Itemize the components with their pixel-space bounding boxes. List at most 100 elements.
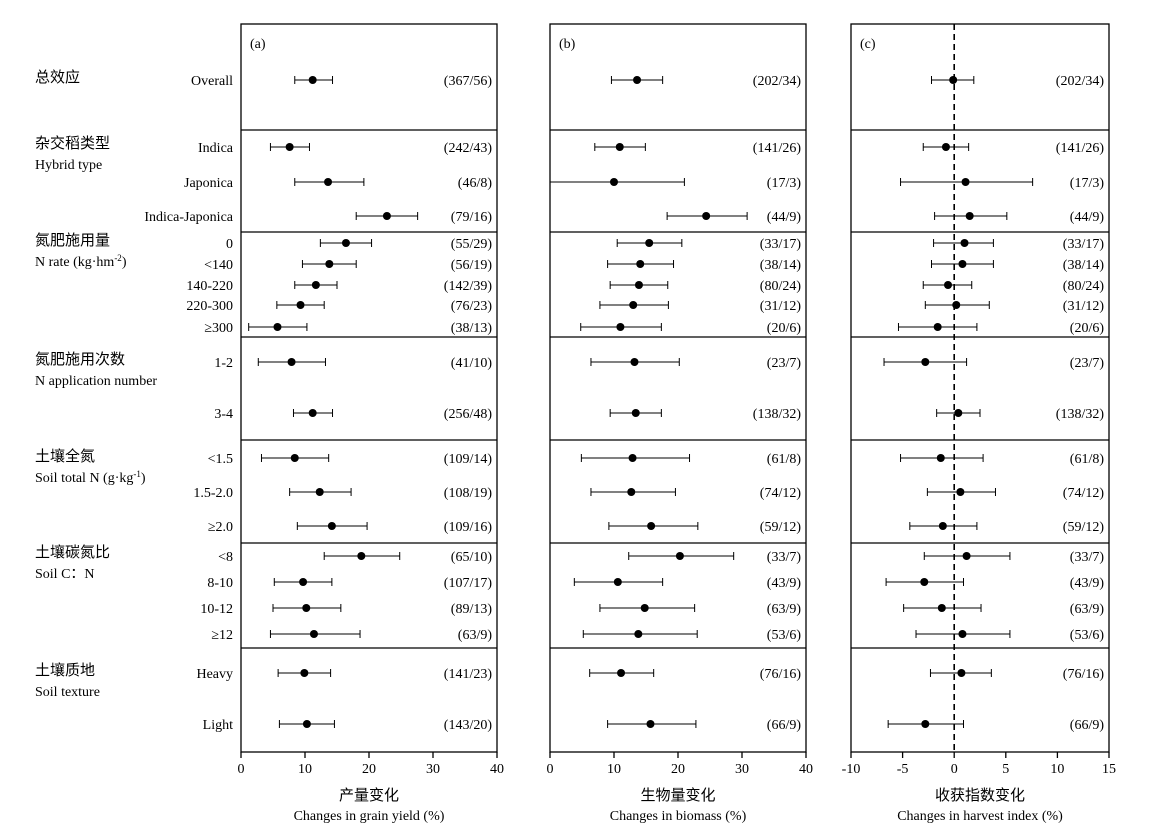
effect-point: [273, 323, 282, 331]
effect-point: [615, 143, 624, 151]
x-axis-title-cn: 生物量变化: [640, 787, 715, 804]
effect-point: [610, 178, 618, 186]
sample-size-label: (76/23): [451, 299, 493, 314]
x-tick-label: 15: [1102, 762, 1116, 777]
effect-point: [957, 669, 966, 677]
sample-size-label: (202/34): [753, 74, 802, 89]
effect-point: [296, 301, 305, 309]
effect-point: [933, 323, 942, 331]
x-axis-title-en: Changes in grain yield (%): [294, 809, 445, 824]
sample-size-label: (31/12): [1063, 299, 1105, 314]
x-axis-title-cn: 收获指数变化: [935, 787, 1025, 804]
effect-point: [631, 409, 640, 417]
sample-size-label: (367/56): [444, 74, 493, 89]
sample-size-label: (138/32): [1056, 407, 1105, 422]
sample-size-label: (141/26): [753, 141, 802, 156]
effect-point: [941, 143, 950, 151]
effect-point: [634, 281, 643, 289]
effect-point: [324, 178, 333, 186]
effect-point: [702, 212, 711, 220]
sample-size-label: (43/9): [1070, 576, 1105, 591]
sample-size-label: (33/17): [760, 237, 802, 252]
row-label: 0: [226, 237, 233, 252]
group-label-en: Soil texture: [35, 685, 100, 700]
sample-size-label: (202/34): [1056, 74, 1105, 89]
panel-c: (c) -10 -5 0 5 10 15 收获指数变化 Changes in harvest i…: [842, 23, 1116, 824]
effect-point: [640, 604, 649, 612]
sample-size-label: (79/16): [451, 210, 493, 225]
effect-point: [300, 669, 309, 677]
x-tick-label: -5: [897, 762, 909, 777]
row-label: <8: [218, 550, 233, 565]
row-label: Light: [203, 718, 233, 733]
effect-point: [290, 454, 299, 462]
effect-point: [675, 552, 684, 560]
sample-size-label: (107/17): [444, 576, 493, 591]
x-tick-label: 5: [1002, 762, 1009, 777]
sample-size-label: (61/8): [767, 452, 802, 467]
panel-frame: [850, 23, 1110, 753]
effect-point: [325, 260, 334, 268]
row-label: 220-300: [186, 299, 233, 314]
effect-point: [958, 260, 967, 268]
sample-size-label: (109/14): [444, 452, 493, 467]
effect-point: [633, 76, 642, 84]
x-tick-label: 20: [671, 762, 685, 777]
sample-size-label: (63/9): [458, 628, 493, 643]
sample-size-label: (59/12): [760, 520, 802, 535]
effect-point: [921, 358, 930, 366]
effect-point: [308, 76, 317, 84]
sample-size-label: (38/14): [1063, 258, 1105, 273]
sample-size-label: (31/12): [760, 299, 802, 314]
sample-size-label: (141/23): [444, 667, 493, 682]
effect-point: [315, 488, 324, 496]
effect-point: [961, 178, 970, 186]
sample-size-label: (38/13): [451, 321, 493, 336]
x-tick-label: 40: [799, 762, 813, 777]
effect-point: [646, 720, 655, 728]
effect-point: [965, 212, 974, 220]
x-tick-label: 0: [547, 762, 554, 777]
sample-size-label: (59/12): [1063, 520, 1105, 535]
row-label: ≥12: [211, 628, 233, 643]
sample-size-label: (242/43): [444, 141, 493, 156]
row-label: Heavy: [196, 667, 233, 682]
x-tick-label: 30: [735, 762, 749, 777]
effect-point: [628, 454, 637, 462]
sample-size-label: (80/24): [1063, 279, 1105, 294]
group-label-cn: 杂交稻类型: [35, 134, 110, 152]
effect-point: [302, 604, 311, 612]
effect-point: [616, 323, 625, 331]
sample-size-label: (55/29): [451, 237, 493, 252]
sample-size-label: (142/39): [444, 279, 493, 294]
sample-size-label: (46/8): [458, 176, 493, 191]
row-label: Indica: [198, 141, 234, 156]
effect-point: [341, 239, 350, 247]
sample-size-label: (23/7): [1070, 356, 1105, 371]
x-tick-label: 20: [362, 762, 376, 777]
sample-size-label: (109/16): [444, 520, 493, 535]
group-label-en: Hybrid type: [35, 158, 102, 173]
sample-size-label: (33/17): [1063, 237, 1105, 252]
panel-a: (a) 0 10 20 30 40 产量变化 Changes in grain yield (…: [238, 23, 504, 824]
effect-point: [285, 143, 294, 151]
sample-size-label: (74/12): [1063, 486, 1105, 501]
x-tick-label: 10: [607, 762, 621, 777]
sample-size-label: (38/14): [760, 258, 802, 273]
row-label: 3-4: [214, 407, 233, 422]
group-label-en: N application number: [35, 374, 157, 389]
sample-size-label: (63/9): [767, 602, 802, 617]
effect-point: [382, 212, 391, 220]
effect-point: [627, 488, 636, 496]
panel-label: (c): [860, 37, 876, 52]
sample-size-label: (65/10): [451, 550, 493, 565]
group-label-cn: 总效应: [35, 68, 80, 86]
x-tick-label: 10: [1050, 762, 1064, 777]
x-tick-label: 0: [238, 762, 245, 777]
x-axis-title-en: Changes in biomass (%): [610, 809, 747, 824]
group-label-en: Soil total N (g·kg-1): [35, 469, 146, 486]
group-label-cn: 土壤全氮: [35, 447, 95, 465]
sample-size-label: (61/8): [1070, 452, 1105, 467]
x-axis-title-en: Changes in harvest index (%): [897, 809, 1063, 824]
